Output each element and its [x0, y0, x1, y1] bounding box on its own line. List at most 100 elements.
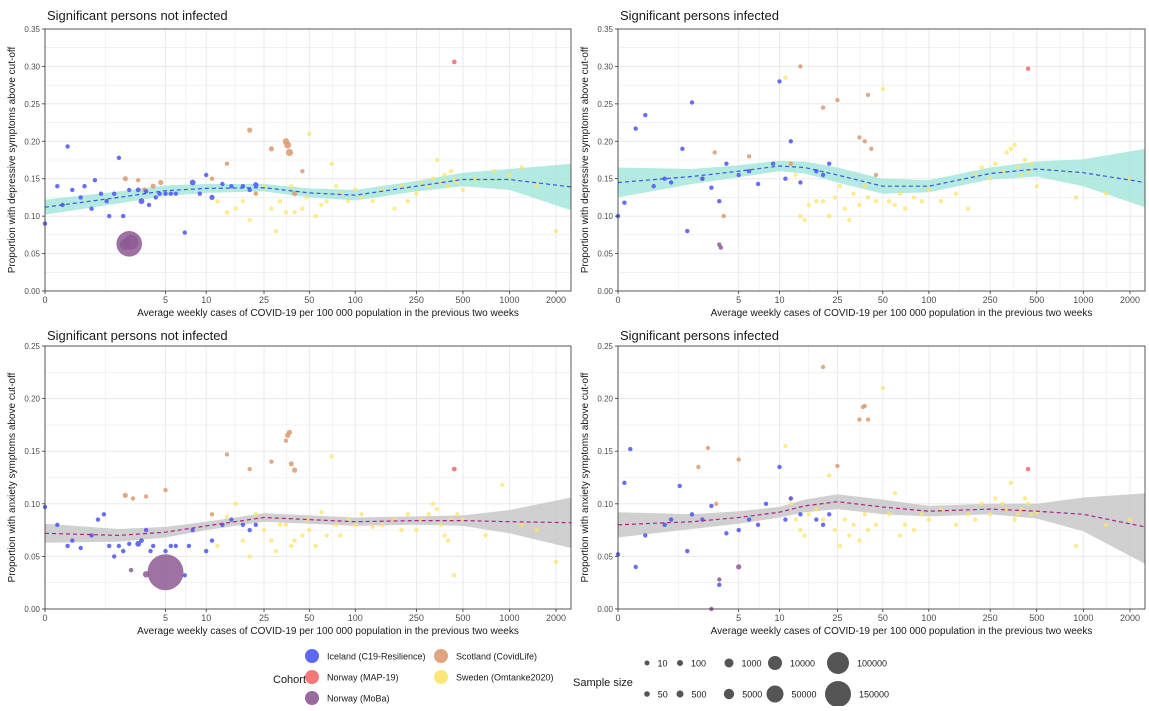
data-point — [873, 172, 879, 178]
x-tick-label: 100 — [348, 295, 363, 305]
data-point — [455, 180, 460, 185]
data-point — [705, 445, 711, 451]
data-point — [1008, 146, 1013, 151]
data-point — [92, 178, 98, 183]
data-point — [721, 213, 726, 219]
x-axis-label: Average weekly cases of COVID-19 per 100… — [137, 626, 519, 637]
legend-cohort-swatch — [434, 670, 448, 684]
x-tick-label: 0 — [42, 295, 47, 305]
x-tick-label: 5 — [736, 295, 741, 305]
data-point — [973, 172, 978, 178]
data-point — [370, 524, 375, 530]
data-point — [215, 199, 220, 204]
legend-size-item: 10000 — [768, 656, 815, 670]
data-point — [724, 531, 729, 536]
legend-cohort-item: Scotland (CovidLife) — [434, 649, 537, 663]
legend-size-label: 500 — [692, 690, 707, 700]
confidence-ribbon — [618, 493, 1145, 564]
legend-size-item: 500 — [676, 690, 707, 700]
data-point — [78, 545, 83, 551]
series-sweden-omtanke2020 — [215, 454, 559, 578]
y-tick-label: 0.15 — [597, 447, 613, 456]
data-point — [820, 522, 826, 527]
y-tick-label: 0.00 — [24, 287, 40, 296]
data-point — [329, 454, 334, 459]
data-point — [451, 466, 457, 472]
data-point — [857, 538, 862, 543]
legend: Cohort Iceland (C19-Resilience) Norway (MA… — [273, 649, 889, 707]
legend-cohort-label: Norway (MoBa) — [327, 694, 390, 704]
data-point — [370, 199, 375, 204]
data-point — [717, 582, 722, 587]
data-point — [426, 184, 431, 189]
y-tick-label: 0.35 — [597, 25, 613, 34]
data-point — [240, 522, 246, 527]
data-point — [700, 176, 705, 181]
data-point — [965, 512, 971, 517]
data-point — [346, 517, 351, 522]
data-point — [865, 417, 871, 422]
series-norway-map-19 — [451, 59, 457, 65]
data-point — [865, 195, 871, 200]
y-tick-label: 0.05 — [597, 552, 613, 561]
data-point — [121, 213, 126, 219]
data-point — [419, 180, 424, 185]
data-point — [204, 548, 209, 554]
data-point — [689, 512, 695, 517]
data-point — [643, 533, 648, 538]
data-point — [1028, 161, 1034, 166]
data-point — [736, 457, 741, 462]
series-norway-moba — [709, 564, 742, 612]
data-point — [973, 517, 978, 522]
data-point — [289, 543, 294, 549]
panel-border — [617, 28, 1146, 292]
data-point — [78, 195, 83, 200]
data-point — [862, 512, 867, 517]
data-point — [873, 199, 879, 204]
data-points — [615, 64, 1133, 250]
data-point — [519, 522, 524, 527]
data-point — [190, 527, 195, 533]
legend-size-swatch — [677, 660, 683, 666]
data-point — [143, 527, 149, 533]
chart-panel-4: 0.00 0.05 0.10 0.15 0.20 0.25 0 5 10 25 50 100 250 50… — [580, 328, 1146, 637]
smooth-line — [617, 165, 1146, 187]
data-point — [158, 179, 164, 186]
x-tick-label: 100 — [921, 613, 936, 623]
x-axis-label: Average weekly cases of COVID-19 per 100… — [137, 308, 519, 319]
data-point — [926, 187, 931, 193]
data-point — [777, 79, 782, 84]
data-point — [979, 501, 984, 506]
data-point — [662, 522, 667, 527]
data-point — [869, 146, 874, 151]
panel-border — [44, 345, 572, 610]
data-point — [873, 522, 879, 527]
confidence-ribbon — [45, 497, 571, 548]
legend-cohort-item: Sweden (Omtanke2020) — [434, 670, 554, 684]
panel-border — [44, 28, 572, 292]
x-tick-label: 1000 — [499, 613, 519, 623]
data-point — [452, 176, 457, 181]
series-scotland-covidlife — [122, 429, 298, 517]
legend-cohort-label: Norway (MAP-19) — [327, 673, 399, 683]
x-tick-label: 1000 — [1073, 613, 1093, 623]
data-point — [1019, 172, 1024, 178]
x-tick-label: 10 — [774, 295, 784, 305]
data-point — [286, 429, 293, 435]
data-point — [892, 202, 898, 208]
data-point — [399, 184, 404, 189]
data-point — [820, 517, 826, 522]
data-point — [820, 105, 826, 110]
data-point — [89, 206, 94, 211]
x-tick-label: 500 — [455, 295, 470, 305]
data-point — [1127, 517, 1133, 522]
x-tick-label: 50 — [304, 613, 314, 623]
data-point — [798, 512, 803, 517]
x-tick-label: 25 — [832, 295, 842, 305]
data-point — [519, 165, 524, 170]
x-tick-label: 250 — [409, 613, 424, 623]
data-point — [798, 527, 803, 533]
data-point — [157, 191, 162, 196]
legend-size-item: 50000 — [766, 685, 817, 703]
legend-cohort-item: Norway (MoBa) — [305, 691, 390, 705]
